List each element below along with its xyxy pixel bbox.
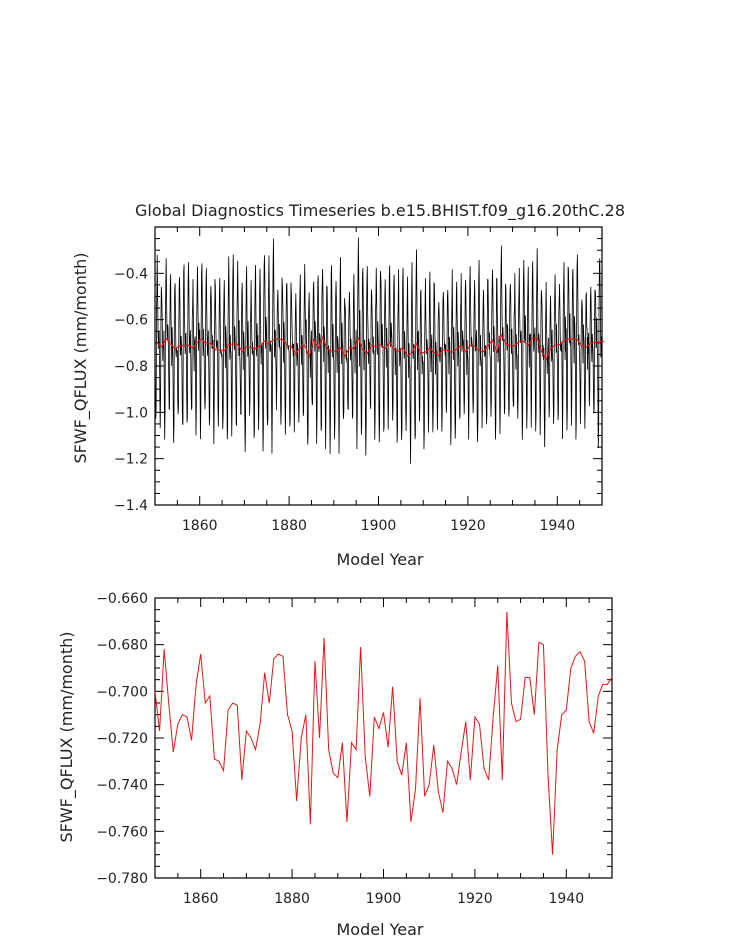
x-tick-label: 1920 xyxy=(457,891,493,907)
chart-top: Global Diagnostics Timeseries b.e15.BHIS… xyxy=(71,201,625,569)
y-tick-label: −0.8 xyxy=(114,359,148,375)
x-tick-label: 1860 xyxy=(183,891,219,907)
x-tick-label: 1880 xyxy=(274,891,310,907)
chart-top-annual-mean-series xyxy=(156,333,605,361)
y-tick-label: −0.740 xyxy=(96,778,148,794)
x-tick-label: 1860 xyxy=(182,518,218,534)
chart-top-tick-labels: 1860 1880 1900 1920 1940 −1.4 −1.2 −1.0 −0.8 −0.6… xyxy=(114,266,575,534)
x-tick-label: 1900 xyxy=(366,891,402,907)
y-tick-label: −1.2 xyxy=(114,452,148,468)
x-tick-label: 1920 xyxy=(450,518,486,534)
y-tick-label: −0.6 xyxy=(114,313,148,329)
x-tick-label: 1940 xyxy=(539,518,575,534)
chart-bottom-frame xyxy=(154,597,613,879)
chart-bottom-ylabel: SFWF_QFLUX (mm/month) xyxy=(57,631,77,842)
chart-top-title: Global Diagnostics Timeseries b.e15.BHIS… xyxy=(135,201,625,221)
y-tick-label: −0.760 xyxy=(96,824,148,840)
y-tick-label: −0.680 xyxy=(96,638,148,654)
y-tick-label: −1.0 xyxy=(114,405,148,421)
y-tick-label: −0.720 xyxy=(96,731,148,747)
chart-bottom-annual-mean-series xyxy=(154,611,613,855)
chart-top-xlabel: Model Year xyxy=(337,550,424,569)
y-tick-label: −1.4 xyxy=(114,498,148,514)
chart-bottom-tick-labels: 1860 1880 1900 1920 1940 −0.780 −0.760 −0.740 −0… xyxy=(96,591,584,907)
y-tick-label: −0.700 xyxy=(96,684,148,700)
y-tick-label: −0.4 xyxy=(114,266,148,282)
chart-bottom-xlabel: Model Year xyxy=(337,920,424,939)
x-tick-label: 1880 xyxy=(271,518,307,534)
y-tick-label: −0.780 xyxy=(96,871,148,887)
chart-bottom-ticks xyxy=(154,597,613,879)
chart-bottom: SFWF_QFLUX (mm/month) Model Year 1860 188… xyxy=(57,591,613,939)
y-tick-label: −0.660 xyxy=(96,591,148,607)
x-tick-label: 1940 xyxy=(548,891,584,907)
chart-top-ylabel: SFWF_QFLUX (mm/month) xyxy=(71,252,91,463)
chart-top-monthly-series xyxy=(154,237,603,464)
chart-top-ticks xyxy=(154,226,603,506)
chart-top-plot-area: 1860 1880 1900 1920 1940 −1.4 −1.2 −1.0 −0.8 −0.6… xyxy=(114,226,605,534)
x-tick-label: 1900 xyxy=(361,518,397,534)
chart-bottom-plot-area: 1860 1880 1900 1920 1940 −0.780 −0.760 −0.740 −0… xyxy=(96,591,613,907)
